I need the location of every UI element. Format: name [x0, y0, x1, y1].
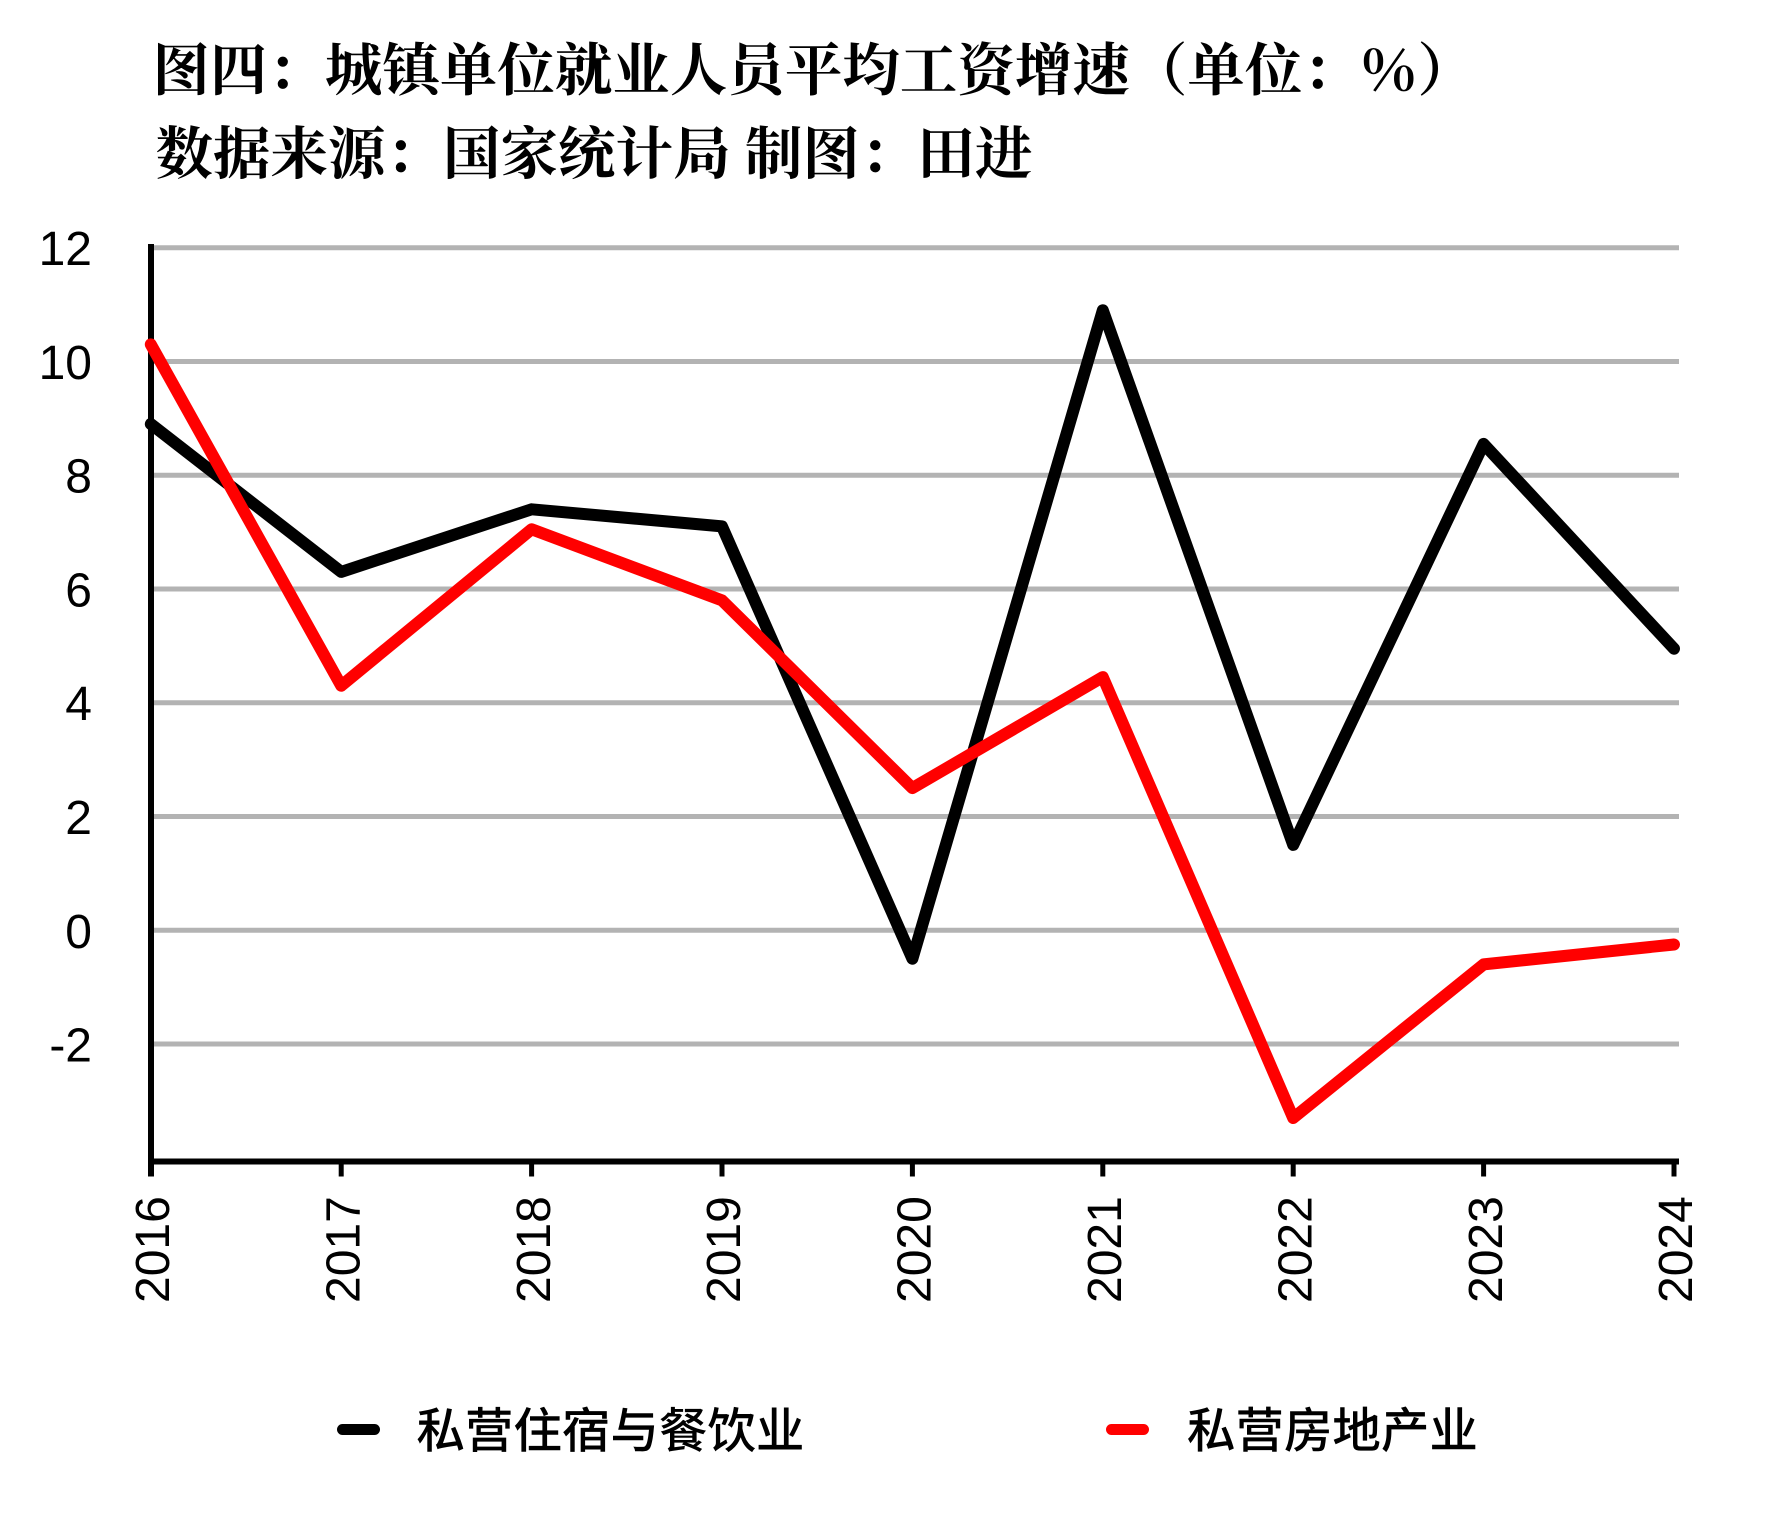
- svg-text:8: 8: [65, 451, 92, 504]
- svg-text:2024: 2024: [1650, 1196, 1703, 1303]
- svg-text:0: 0: [65, 906, 92, 959]
- svg-text:6: 6: [65, 565, 92, 618]
- svg-text:4: 4: [65, 678, 92, 731]
- svg-text:2020: 2020: [889, 1196, 942, 1303]
- svg-text:2: 2: [65, 792, 92, 845]
- svg-text:2023: 2023: [1460, 1196, 1513, 1303]
- svg-text:12: 12: [39, 223, 92, 276]
- svg-text:2016: 2016: [127, 1196, 180, 1303]
- svg-text:2019: 2019: [698, 1196, 751, 1303]
- svg-text:2018: 2018: [508, 1196, 561, 1303]
- svg-text:2021: 2021: [1079, 1196, 1132, 1303]
- svg-text:10: 10: [39, 337, 92, 390]
- svg-text:-2: -2: [49, 1020, 92, 1073]
- svg-text:2017: 2017: [317, 1196, 370, 1303]
- svg-text:2022: 2022: [1269, 1196, 1322, 1303]
